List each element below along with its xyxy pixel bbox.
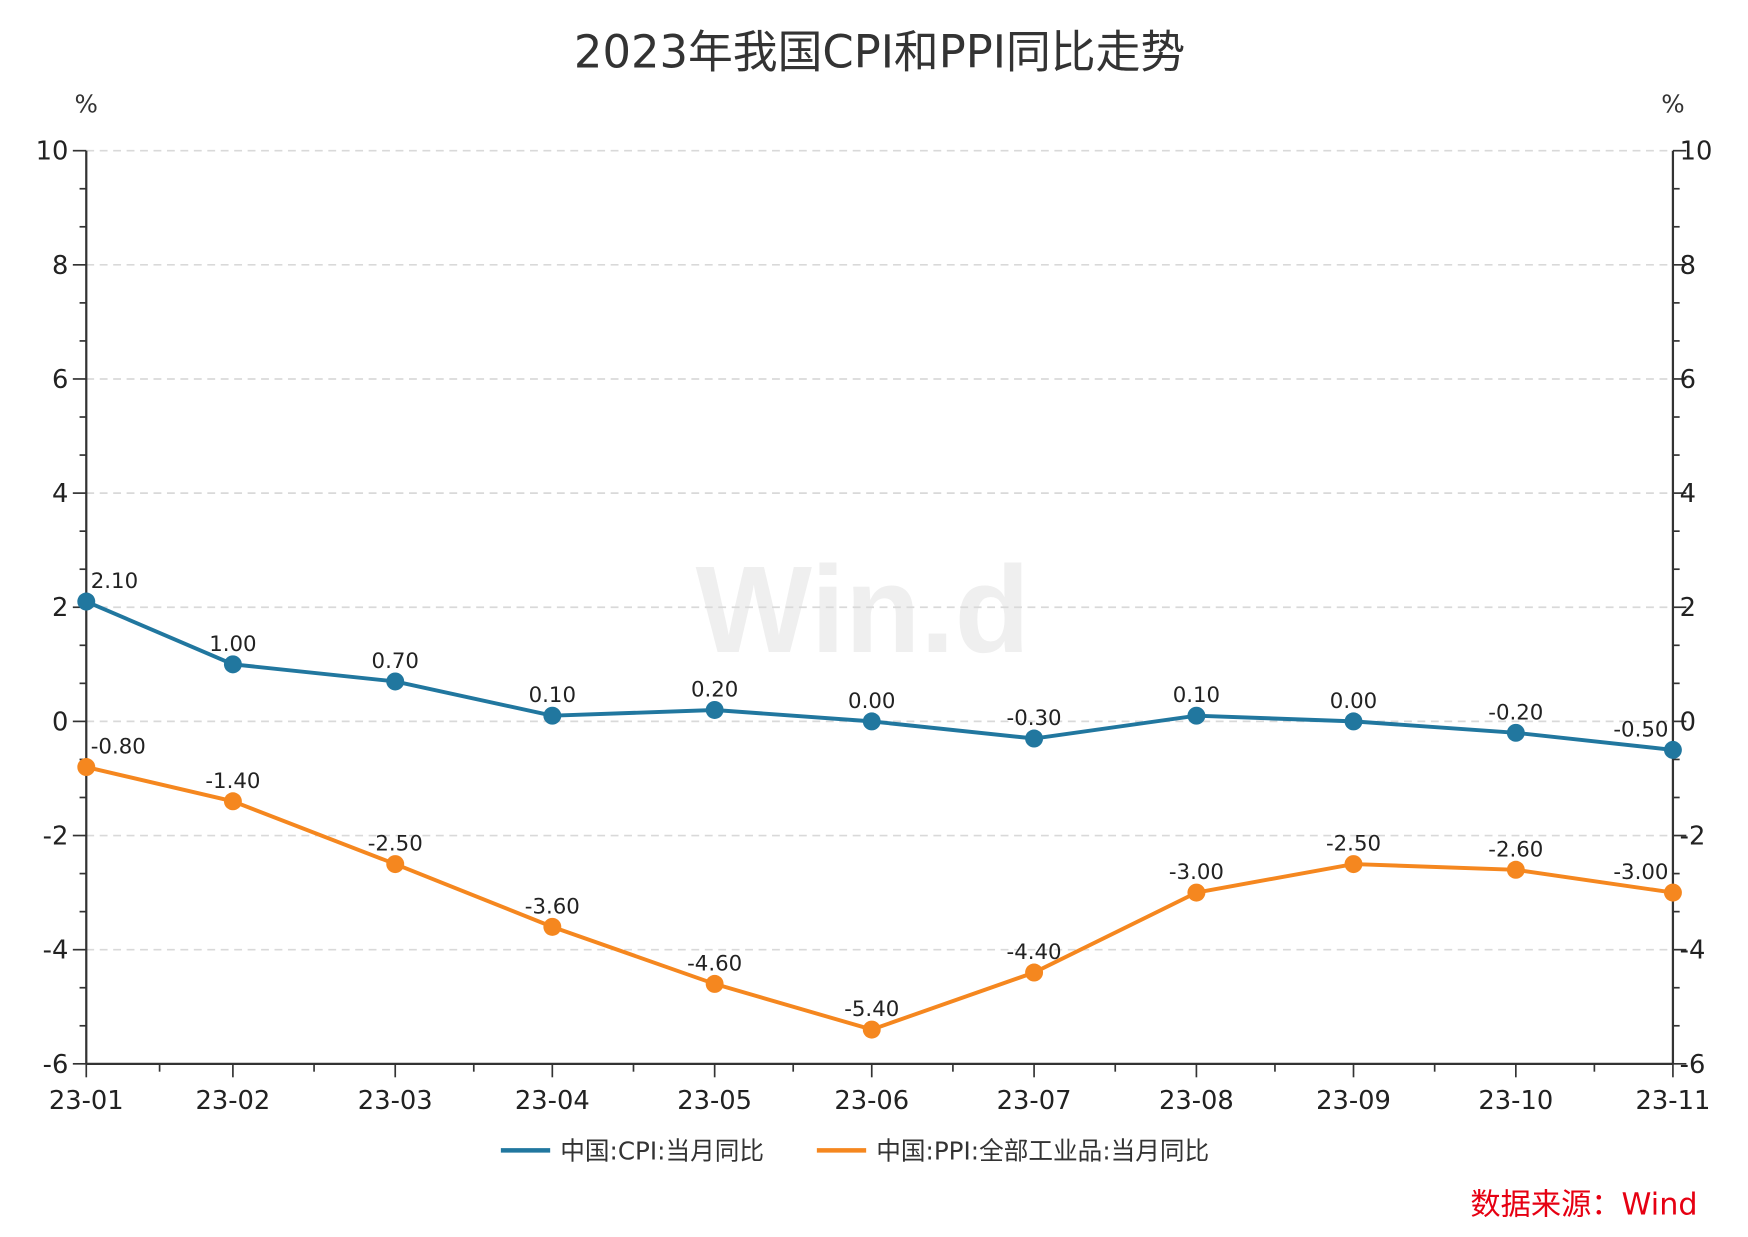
y-tick-label-left: 8	[52, 251, 68, 281]
data-label: 0.70	[372, 649, 419, 674]
y-tick-label-right: 10	[1680, 137, 1713, 167]
x-tick-label: 23-10	[1478, 1086, 1553, 1116]
data-point	[1344, 712, 1363, 731]
y-tick-label-right: 4	[1680, 479, 1696, 509]
y-tick-label-right: 6	[1680, 365, 1696, 395]
data-label: -3.00	[1613, 860, 1668, 885]
data-label: -2.50	[368, 832, 423, 857]
data-point	[862, 1020, 881, 1039]
x-tick-label: 23-02	[195, 1086, 270, 1116]
y-tick-label-left: -2	[43, 821, 69, 851]
y-tick-label-right: 8	[1680, 251, 1696, 281]
data-point	[1187, 706, 1206, 725]
data-point	[1663, 883, 1682, 902]
data-label: 1.00	[209, 632, 256, 657]
data-point	[223, 792, 242, 811]
data-point	[386, 855, 405, 874]
y-tick-label-right: 2	[1680, 593, 1696, 623]
data-label: -0.50	[1613, 717, 1668, 742]
data-point	[1344, 855, 1363, 874]
y-tick-label-right: 0	[1680, 707, 1696, 737]
data-label: 0.10	[1173, 683, 1220, 708]
x-tick-label: 23-05	[677, 1086, 752, 1116]
y-tick-label-left: -4	[43, 936, 69, 966]
watermark: Win.d	[696, 541, 1030, 679]
data-point	[705, 700, 724, 719]
chart-title: 2023年我国CPI和PPI同比走势	[574, 25, 1185, 78]
data-label: -3.60	[525, 894, 580, 919]
data-label: -5.40	[844, 997, 899, 1022]
series-line-ppi	[85, 765, 1674, 1032]
data-label: -4.40	[1007, 940, 1062, 965]
data-point	[1187, 883, 1206, 902]
x-tick-label: 23-06	[834, 1086, 909, 1116]
data-label: -1.40	[205, 769, 260, 794]
data-point	[543, 706, 562, 725]
data-label: 0.10	[529, 683, 576, 708]
legend: 中国:CPI:当月同比 中国:PPI:全部工业品:当月同比	[500, 1136, 1209, 1165]
data-point	[77, 758, 96, 777]
data-label: -3.00	[1169, 860, 1224, 885]
y-tick-label-left: 6	[52, 365, 68, 395]
data-label: 0.00	[848, 689, 895, 714]
data-label: -4.60	[687, 951, 742, 976]
data-point	[543, 917, 562, 936]
data-point	[223, 655, 242, 674]
y-tick-label-left: 10	[36, 137, 69, 167]
y-tick-label-right: -2	[1680, 821, 1706, 851]
data-label: -0.80	[91, 735, 146, 760]
data-point	[386, 672, 405, 691]
y-tick-label-left: 0	[52, 707, 68, 737]
x-tick-label: 23-09	[1316, 1086, 1391, 1116]
y-tick-label-left: 2	[52, 593, 68, 623]
y-tick-label-right: -4	[1680, 936, 1706, 966]
data-label: -2.50	[1326, 832, 1381, 857]
data-point	[77, 592, 96, 611]
data-point	[1506, 860, 1525, 879]
data-point	[862, 712, 881, 731]
x-tick-label: 23-11	[1636, 1086, 1711, 1116]
x-tick-label: 23-01	[49, 1086, 124, 1116]
x-tick-label: 23-03	[358, 1086, 433, 1116]
y-tick-label-left: 4	[52, 479, 68, 509]
x-tick-label: 23-04	[515, 1086, 590, 1116]
y-axis-right-unit: %	[1661, 89, 1684, 118]
data-label: 2.10	[91, 569, 138, 594]
y-tick-label-left: -6	[43, 1050, 69, 1080]
source-note: 数据来源：Wind	[1470, 1187, 1697, 1222]
data-point	[1025, 729, 1044, 748]
y-axis-left-unit: %	[75, 89, 98, 118]
x-tick-label: 23-07	[997, 1086, 1072, 1116]
legend-label-ppi: 中国:PPI:全部工业品:当月同比	[876, 1136, 1209, 1165]
y-tick-label-right: -6	[1680, 1050, 1706, 1080]
data-label: 0.20	[691, 677, 738, 702]
legend-label-cpi: 中国:CPI:当月同比	[560, 1136, 764, 1165]
data-label: -2.60	[1488, 837, 1543, 862]
data-label: -0.30	[1007, 706, 1062, 731]
data-point	[1663, 740, 1682, 759]
data-label: 0.00	[1330, 689, 1377, 714]
data-label: -0.20	[1488, 700, 1543, 725]
x-tick-label: 23-08	[1159, 1086, 1234, 1116]
data-point	[1506, 723, 1525, 742]
data-point	[1025, 963, 1044, 982]
data-point	[705, 974, 724, 993]
